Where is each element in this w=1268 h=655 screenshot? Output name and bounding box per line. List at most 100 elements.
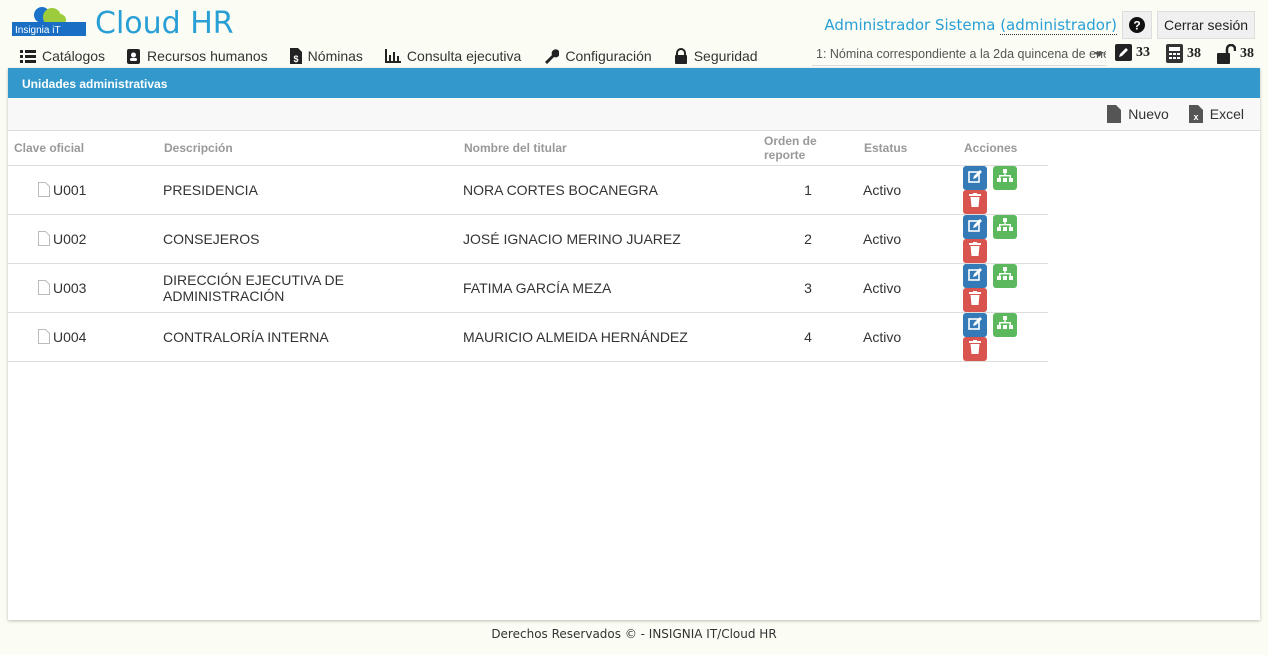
cell-acciones — [958, 312, 1048, 362]
cell-titular: NORA CORTES BOCANEGRA — [458, 165, 758, 215]
col-orden[interactable]: Orden de reporte — [758, 131, 858, 166]
cell-clave: U001 — [8, 165, 158, 215]
trash-icon — [969, 340, 981, 357]
cell-orden: 1 — [758, 165, 858, 215]
unlock-counter[interactable]: 38 — [1217, 44, 1254, 64]
delete-button[interactable] — [963, 287, 987, 312]
help-button[interactable]: ? — [1122, 11, 1152, 39]
hierarchy-button[interactable] — [993, 312, 1017, 337]
hierarchy-button[interactable] — [993, 165, 1017, 190]
logout-button[interactable]: Cerrar sesión — [1157, 11, 1255, 39]
table-row: U001 PRESIDENCIA NORA CORTES BOCANEGRA 1… — [8, 165, 1048, 215]
list-icon — [20, 50, 36, 63]
main-panel: Unidades administrativas Nuevo x Excel Cl… — [8, 68, 1260, 620]
file-icon — [1107, 105, 1122, 123]
nav-configuracion[interactable]: Configuración — [543, 48, 652, 64]
cell-clave: U003 — [8, 263, 158, 313]
footer: Derechos Reservados © - INSIGNIA IT/Clou… — [491, 627, 777, 641]
calculator-icon — [1166, 44, 1183, 63]
sitemap-icon — [997, 169, 1013, 186]
col-clave[interactable]: Clave oficial — [8, 131, 158, 166]
svg-text:$: $ — [293, 54, 298, 64]
logo: Insignia iT — [12, 5, 86, 37]
clave-text: U001 — [53, 181, 87, 198]
caret-down-icon — [1094, 52, 1104, 57]
cell-orden: 2 — [758, 214, 858, 264]
hierarchy-button[interactable] — [993, 263, 1017, 288]
units-table: Clave oficial Descripción Nombre del tit… — [8, 131, 1048, 362]
calculator-counter[interactable]: 38 — [1166, 44, 1201, 63]
edit-counter[interactable]: 33 — [1115, 44, 1150, 61]
sitemap-icon — [997, 316, 1013, 333]
cell-clave: U002 — [8, 214, 158, 264]
lock-icon — [674, 48, 687, 64]
wrench-icon — [545, 49, 560, 64]
user-info[interactable]: Administrador Sistema (administrador) — [824, 16, 1117, 35]
delete-button[interactable] — [963, 238, 987, 263]
bar-chart-icon — [384, 49, 401, 63]
nav-label: Nóminas — [307, 48, 363, 64]
toolbar: Nuevo x Excel — [8, 98, 1260, 131]
cell-clave: U004 — [8, 312, 158, 362]
edit-icon — [968, 169, 982, 186]
file-icon — [38, 279, 50, 295]
cell-acciones — [958, 263, 1048, 313]
nav-nominas[interactable]: $ Nóminas — [289, 48, 363, 64]
nav-label: Consulta ejecutiva — [406, 48, 522, 64]
app-title: Cloud HR — [95, 6, 234, 41]
cell-titular: MAURICIO ALMEIDA HERNÁNDEZ — [458, 312, 758, 362]
edit-button[interactable] — [963, 165, 987, 190]
invoice-icon: $ — [289, 48, 302, 64]
clave-text: U004 — [53, 328, 87, 345]
trash-icon — [969, 193, 981, 210]
trash-icon — [969, 242, 981, 259]
hierarchy-button[interactable] — [993, 214, 1017, 239]
cell-orden: 3 — [758, 263, 858, 313]
user-login[interactable]: (administrador) — [1000, 16, 1117, 35]
cell-estatus: Activo — [858, 214, 958, 264]
nav-label: Seguridad — [693, 48, 758, 64]
payroll-select[interactable]: 1: Nómina correspondiente a la 2da quinc… — [812, 44, 1106, 66]
cell-descripcion: PRESIDENCIA — [158, 165, 458, 215]
edit-button[interactable] — [963, 263, 987, 288]
new-button[interactable]: Nuevo — [1107, 105, 1169, 123]
pencil-square-icon — [1115, 44, 1132, 61]
sitemap-icon — [997, 218, 1013, 235]
cell-acciones — [958, 214, 1048, 264]
nav-recursos-humanos[interactable]: Recursos humanos — [127, 48, 268, 64]
cell-titular: JOSÉ IGNACIO MERINO JUAREZ — [458, 214, 758, 264]
panel-title: Unidades administrativas — [8, 68, 1260, 98]
clave-text: U003 — [53, 279, 87, 296]
nav-seguridad[interactable]: Seguridad — [674, 48, 758, 64]
nav-label: Configuración — [565, 48, 652, 64]
edit-button[interactable] — [963, 214, 987, 239]
edit-button[interactable] — [963, 312, 987, 337]
file-icon — [38, 230, 50, 246]
nav-label: Catálogos — [42, 48, 106, 64]
nav-catalogos[interactable]: Catálogos — [20, 48, 105, 64]
unlock-icon — [1217, 44, 1236, 64]
cell-descripcion: CONSEJEROS — [158, 214, 458, 264]
edit-icon — [968, 316, 982, 333]
cell-descripcion: DIRECCIÓN EJECUTIVA DE ADMINISTRACIÓN — [158, 263, 458, 313]
question-circle-icon: ? — [1129, 17, 1145, 33]
counter-value: 38 — [1187, 45, 1201, 61]
svg-text:Insignia iT: Insignia iT — [15, 25, 61, 36]
clave-text: U002 — [53, 230, 87, 247]
delete-button[interactable] — [963, 336, 987, 361]
excel-button[interactable]: x Excel — [1188, 105, 1244, 123]
excel-label: Excel — [1209, 106, 1244, 122]
col-titular[interactable]: Nombre del titular — [458, 131, 758, 166]
delete-button[interactable] — [963, 189, 987, 214]
edit-icon — [968, 218, 982, 235]
svg-text:?: ? — [1133, 19, 1140, 33]
cell-descripcion: CONTRALORÍA INTERNA — [158, 312, 458, 362]
cell-estatus: Activo — [858, 263, 958, 313]
table-row: U003 DIRECCIÓN EJECUTIVA DE ADMINISTRACI… — [8, 263, 1048, 313]
contact-book-icon — [127, 48, 141, 64]
cell-titular: FATIMA GARCÍA MEZA — [458, 263, 758, 313]
col-estatus[interactable]: Estatus — [858, 131, 958, 166]
col-descripcion[interactable]: Descripción — [158, 131, 458, 166]
user-name: Administrador Sistema — [824, 16, 996, 34]
nav-consulta-ejecutiva[interactable]: Consulta ejecutiva — [384, 48, 522, 64]
